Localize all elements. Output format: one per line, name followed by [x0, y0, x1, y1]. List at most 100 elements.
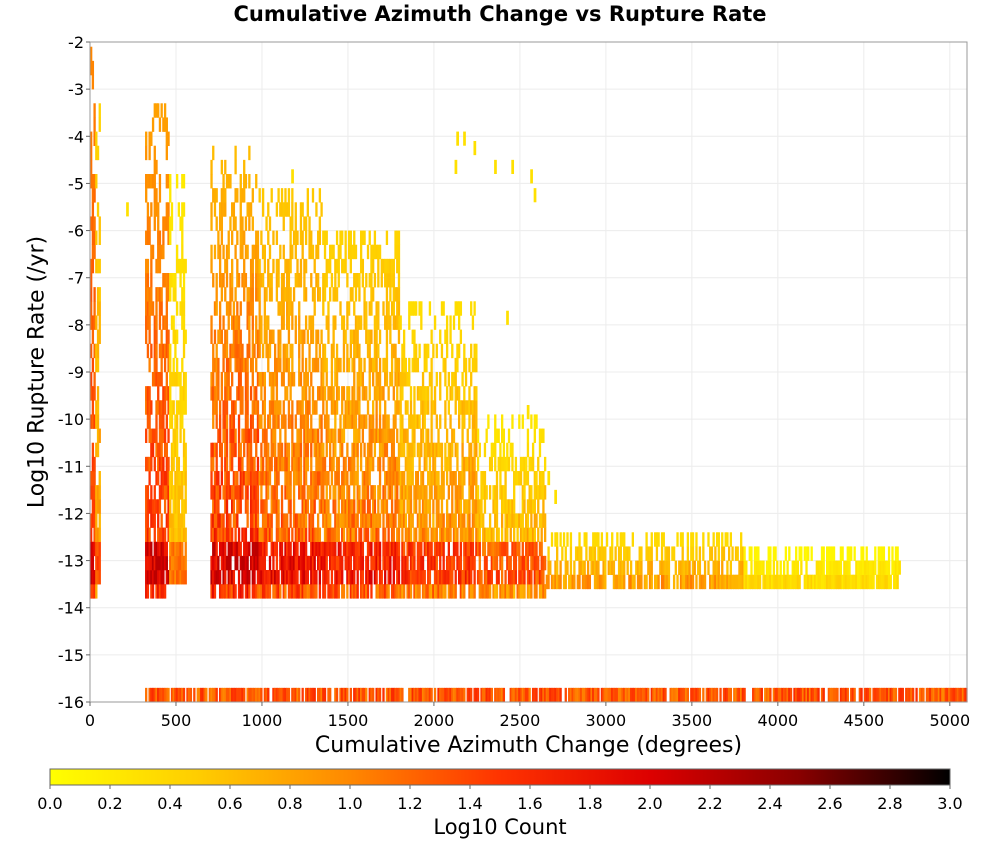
heatmap-cell	[430, 414, 433, 429]
heatmap-cell	[445, 471, 449, 486]
heatmap-cell	[337, 555, 340, 571]
heatmap-cell	[770, 574, 774, 590]
heatmap-cell	[227, 244, 230, 260]
heatmap-cell	[390, 499, 394, 514]
heatmap-cell	[256, 244, 260, 260]
heatmap-cell	[556, 532, 559, 547]
heatmap-cell	[210, 456, 213, 472]
heatmap-cell	[227, 555, 230, 571]
heatmap-cell	[724, 574, 727, 590]
heatmap-cell	[265, 485, 268, 500]
heatmap-cell	[600, 532, 604, 547]
heatmap-cell	[413, 414, 416, 429]
heatmap-cell	[291, 315, 294, 330]
heatmap-cell	[170, 541, 174, 557]
heatmap-cell	[146, 570, 150, 585]
heatmap-cell	[686, 560, 690, 576]
heatmap-cell	[530, 570, 533, 585]
heatmap-cell	[650, 532, 653, 547]
heatmap-cell	[175, 513, 179, 528]
heatmap-cell	[263, 513, 266, 528]
heatmap-cell	[433, 386, 437, 401]
heatmap-cell	[215, 216, 218, 231]
heatmap-cell	[353, 273, 356, 288]
heatmap-cell	[158, 442, 162, 458]
heatmap-cell	[445, 456, 449, 472]
heatmap-cell	[155, 159, 158, 175]
heatmap-cell	[470, 442, 473, 458]
heatmap-cell	[217, 513, 220, 528]
heatmap-cell	[824, 574, 827, 590]
heatmap-cell	[93, 244, 96, 260]
heatmap-cell	[430, 555, 433, 571]
heatmap-cell	[184, 527, 187, 543]
heatmap-cell	[363, 301, 366, 316]
heatmap-cell	[310, 584, 313, 599]
heatmap-cell	[463, 687, 466, 703]
heatmap-cell	[765, 574, 769, 590]
heatmap-cell	[162, 471, 165, 486]
heatmap-cell	[210, 485, 213, 500]
heatmap-cell	[261, 527, 265, 543]
heatmap-cell	[316, 329, 320, 345]
heatmap-cell	[334, 273, 337, 288]
heatmap-cell	[839, 687, 843, 703]
heatmap-cell	[378, 428, 382, 444]
heatmap-cell	[495, 513, 499, 528]
heatmap-cell	[327, 428, 330, 444]
heatmap-cell	[796, 560, 800, 576]
heatmap-cell	[389, 456, 392, 472]
heatmap-cell	[337, 570, 340, 585]
heatmap-cell	[280, 301, 284, 316]
heatmap-cell	[358, 428, 361, 444]
heatmap-cell	[90, 541, 93, 557]
heatmap-cell	[270, 541, 273, 557]
heatmap-cell	[292, 555, 296, 571]
heatmap-cell	[249, 386, 253, 401]
heatmap-cell	[153, 188, 156, 203]
heatmap-cell	[342, 456, 346, 472]
heatmap-cell	[261, 570, 265, 585]
heatmap-cell	[525, 527, 528, 543]
heatmap-cell	[447, 372, 450, 387]
heatmap-cell	[263, 400, 266, 415]
heatmap-cell	[743, 560, 746, 576]
heatmap-cell	[329, 386, 332, 401]
heatmap-cell	[461, 456, 464, 472]
heatmap-cell	[377, 428, 380, 444]
heatmap-cell	[210, 570, 213, 585]
heatmap-cell	[344, 414, 347, 429]
heatmap-cell	[825, 574, 829, 590]
heatmap-cell	[805, 574, 808, 590]
heatmap-cell	[905, 687, 908, 703]
heatmap-cell	[316, 527, 320, 543]
heatmap-cell	[353, 343, 356, 359]
heatmap-cell	[454, 357, 457, 373]
heatmap-cell	[397, 301, 401, 316]
heatmap-cell	[359, 499, 363, 514]
heatmap-cell	[286, 386, 289, 401]
heatmap-cell	[179, 485, 182, 500]
heatmap-cell	[473, 442, 476, 458]
heatmap-cell	[727, 687, 731, 703]
heatmap-cell	[442, 584, 445, 599]
heatmap-cell	[404, 456, 408, 472]
heatmap-cell	[255, 258, 258, 274]
heatmap-cell	[289, 258, 292, 274]
heatmap-cell	[330, 570, 334, 585]
heatmap-cell	[722, 574, 726, 590]
heatmap-cell	[251, 244, 254, 260]
heatmap-cell	[241, 527, 244, 543]
heatmap-cell	[330, 372, 334, 387]
heatmap-cell	[373, 485, 377, 500]
heatmap-cell	[447, 527, 450, 543]
heatmap-cell	[377, 315, 380, 330]
heatmap-cell	[382, 541, 385, 557]
heatmap-cell	[341, 315, 344, 330]
heatmap-cell	[776, 687, 779, 703]
heatmap-cell	[528, 527, 531, 543]
heatmap-cell	[291, 301, 294, 316]
colorbar-tick-label: 2.0	[637, 794, 662, 813]
heatmap-cell	[425, 400, 428, 415]
heatmap-cell	[231, 202, 234, 217]
